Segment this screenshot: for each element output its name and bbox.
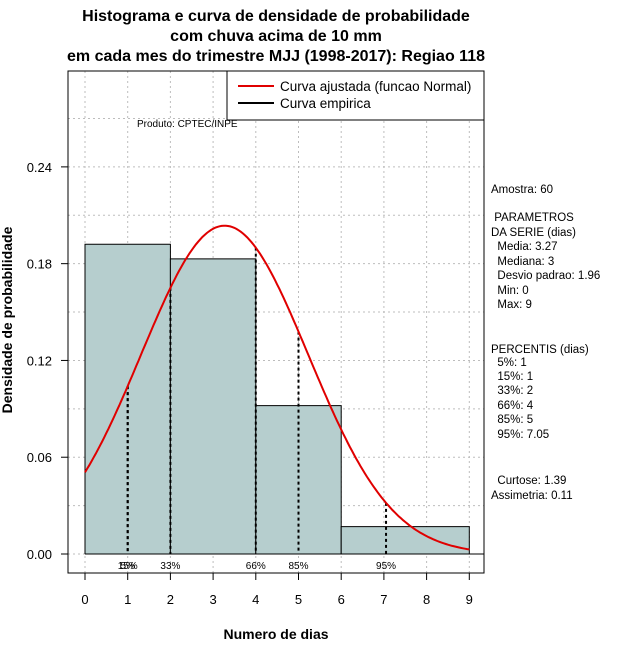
stats-line: Mediana: 3 [491,256,554,268]
stats-line: Assimetria: 0.11 [491,490,573,502]
y-tick-label: 0.18 [27,257,52,272]
stats-line: 95%: 7.05 [491,429,549,441]
y-axis-label: Densidade de probabilidade [0,226,15,413]
title-line: Histograma e curva de densidade de proba… [82,8,470,25]
x-tick-label: 0 [81,592,88,607]
stats-line: Desvio padrao: 1.96 [491,270,600,282]
chart-title: Histograma e curva de densidade de proba… [67,8,485,65]
legend-label: Curva empirica [280,96,371,111]
x-tick-label: 7 [380,592,387,607]
x-tick-label: 1 [124,592,131,607]
stats-line: 33%: 2 [491,385,533,397]
stats-line: Amostra: 60 [491,184,553,196]
x-tick-label: 8 [423,592,430,607]
histogram-bars [84,243,484,555]
x-axis: 0 1 2 3 4 5 6 7 8 9 [81,572,473,607]
percentile-label: 33% [160,561,180,572]
x-tick-label: 3 [209,592,216,607]
stats-line: Curtose: 1.39 [491,475,566,487]
y-tick-label: 0.24 [27,160,52,175]
title-line: em cada mes do trimestre MJJ (1998-2017)… [67,48,485,65]
percentile-label: 5% [120,561,135,572]
y-axis: 0.00 0.06 0.12 0.18 0.24 [27,160,69,562]
legend-box [226,70,485,121]
stats-line: 15%: 1 [491,371,533,383]
x-tick-label: 9 [466,592,473,607]
percentile-label: 85% [288,561,308,572]
stats-line: PARAMETROS [491,212,574,224]
normal-curve [84,224,470,551]
legend-label: Curva ajustada (funcao Normal) [280,79,471,94]
histogram-bar [170,258,256,554]
stats-line: 66%: 4 [491,400,534,412]
percentile-lines: 5%15% 33% 66% 85% 95% [118,247,396,572]
normal-fit-curve [84,224,470,551]
y-tick-label: 0.06 [27,450,52,465]
stats-line: 5%: 1 [491,357,527,369]
percentile-label: 66% [246,561,266,572]
x-tick-label: 4 [252,592,259,607]
x-tick-label: 2 [167,592,174,607]
percentile-label: 95% [376,561,396,572]
x-axis-label: Numero de dias [223,626,328,642]
legend: Curva ajustada (funcao Normal) Curva empi… [226,70,485,121]
x-tick-label: 6 [338,592,345,607]
x-tick-label: 5 [295,592,302,607]
product-annotation: Produto: CPTEC/INPE [137,119,238,130]
stats-line: DA SERIE (dias) [491,227,576,239]
stats-line: Min: 0 [491,285,529,297]
percentile-label: 15% [118,561,138,572]
y-tick-label: 0.00 [27,547,52,562]
y-tick-label: 0.12 [27,353,52,368]
stats-panel: Amostra: 60 PARAMETROS DA SERIE (dias) Me… [491,184,600,502]
title-line: com chuva acima de 10 mm [170,28,382,45]
stats-line: Media: 3.27 [491,241,557,253]
histogram-bar [341,526,470,554]
histogram-bar-outline [340,526,470,554]
stats-line: 85%: 5 [491,414,533,426]
stats-line: Max: 9 [491,299,532,311]
stats-line: PERCENTIS (dias) [491,344,589,356]
